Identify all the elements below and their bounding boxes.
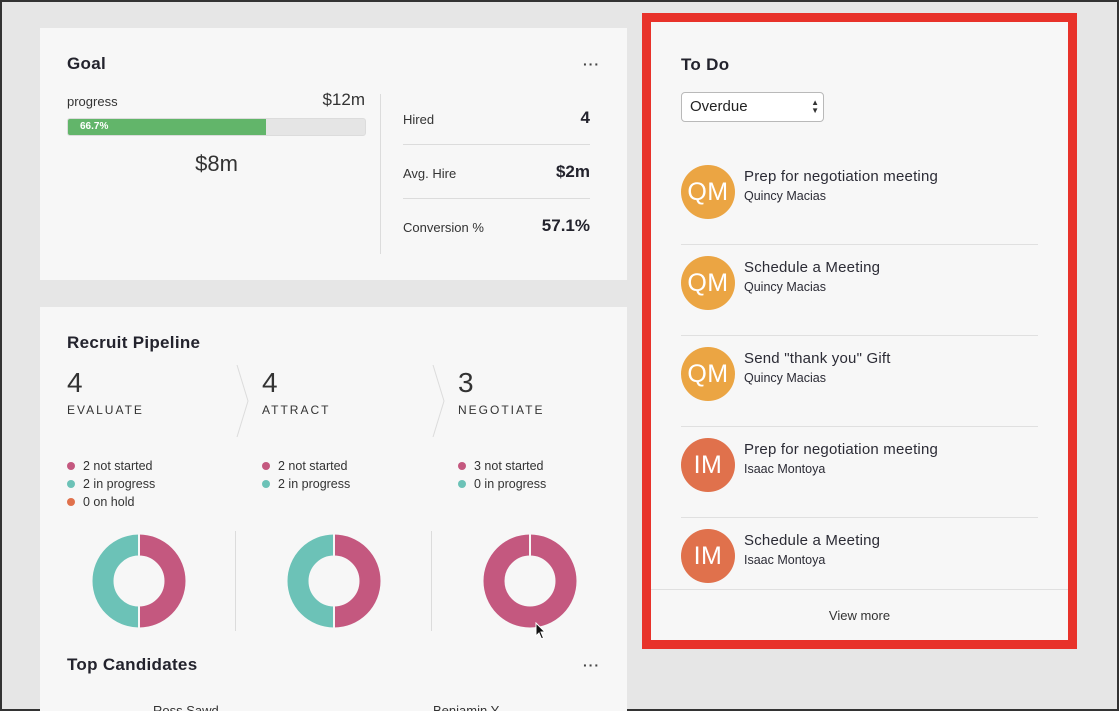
legend-item: 2 in progress	[262, 475, 350, 493]
todo-item[interactable]: QM Schedule a Meeting Quincy Macias	[681, 245, 1038, 336]
stage-attract[interactable]: 4 ATTRACT	[262, 367, 452, 417]
stage-name: NEGOTIATE	[458, 403, 545, 417]
todo-footer: View more	[651, 589, 1068, 640]
legend-text: 2 not started	[83, 459, 153, 473]
todo-task: Send "thank you" Gift	[744, 350, 891, 367]
todo-item[interactable]: IM Prep for negotiation meeting Isaac Mo…	[681, 427, 1038, 518]
column-divider	[235, 531, 236, 631]
todo-task: Prep for negotiation meeting	[744, 441, 939, 458]
stat-hired: Hired 4	[403, 91, 590, 145]
todo-card: To Do Overdue ▲ ▼ QM Prep for negotiation…	[642, 13, 1077, 649]
todo-title: To Do	[681, 55, 730, 74]
in-progress-dot-icon	[262, 480, 270, 488]
legend-text: 0 in progress	[474, 477, 547, 491]
stage-evaluate[interactable]: 4 EVALUATE	[67, 367, 257, 417]
progress-percent: 66.7%	[80, 121, 109, 132]
todo-task: Prep for negotiation meeting	[744, 168, 939, 185]
donut-negotiate[interactable]	[482, 533, 578, 629]
stage-count: 3	[458, 367, 474, 398]
todo-item[interactable]: IM Schedule a Meeting Isaac Montoya	[681, 518, 1038, 609]
mouse-cursor-icon	[535, 622, 547, 640]
todo-task: Schedule a Meeting	[744, 532, 881, 549]
progress-target: $12m	[322, 90, 365, 109]
avatar: IM	[681, 529, 735, 583]
stat-value: 4	[580, 108, 590, 127]
stat-label: Hired	[403, 112, 435, 127]
legend-text: 2 in progress	[278, 477, 351, 491]
stage-count: 4	[262, 367, 278, 398]
legend-attract: 2 not started 2 in progress	[262, 457, 350, 493]
todo-person: Isaac Montoya	[744, 462, 826, 476]
goal-card: Goal ··· progress $12m 66.7% $8m Hired 4…	[40, 28, 627, 280]
stage-chevron-icon	[236, 365, 249, 437]
not-started-dot-icon	[262, 462, 270, 470]
donut-attract[interactable]	[286, 533, 382, 629]
in-progress-dot-icon	[458, 480, 466, 488]
legend-item: 0 on hold	[67, 493, 155, 511]
legend-item: 3 not started	[458, 457, 546, 475]
in-progress-dot-icon	[67, 480, 75, 488]
goal-more-menu-icon[interactable]: ···	[583, 56, 600, 72]
legend-evaluate: 2 not started 2 in progress 0 on hold	[67, 457, 155, 511]
todo-task: Schedule a Meeting	[744, 259, 881, 276]
progress-bar-fill: 66.7%	[68, 119, 267, 135]
donut-segment-not-started	[483, 534, 577, 628]
column-divider	[431, 531, 432, 631]
legend-text: 2 in progress	[83, 477, 156, 491]
goal-divider	[380, 94, 381, 254]
todo-filter-select[interactable]: Overdue ▲ ▼	[681, 92, 824, 122]
todo-person: Quincy Macias	[744, 371, 826, 385]
todo-person: Quincy Macias	[744, 280, 826, 294]
goal-title: Goal	[67, 54, 106, 73]
stat-value: $2m	[555, 162, 590, 181]
todo-person: Quincy Macias	[744, 189, 826, 203]
progress-bar: 66.7%	[67, 118, 366, 136]
stage-count: 4	[67, 367, 83, 398]
legend-item: 2 not started	[262, 457, 350, 475]
progress-current-value: $8m	[195, 151, 238, 176]
stat-conversion: Conversion % 57.1%	[403, 199, 590, 253]
progress-label: progress	[67, 94, 118, 109]
stage-negotiate[interactable]: 3 NEGOTIATE	[458, 367, 648, 417]
avatar: IM	[681, 438, 735, 492]
on-hold-dot-icon	[67, 498, 75, 506]
todo-filter-value: Overdue	[690, 98, 748, 115]
stat-avg-hire: Avg. Hire $2m	[403, 145, 590, 199]
select-arrows-icon: ▲ ▼	[811, 98, 819, 115]
pipeline-title: Recruit Pipeline	[67, 333, 201, 352]
stat-label: Conversion %	[403, 220, 484, 235]
legend-item: 2 in progress	[67, 475, 155, 493]
avatar: QM	[681, 347, 735, 401]
todo-item[interactable]: QM Send "thank you" Gift Quincy Macias	[681, 336, 1038, 427]
legend-item: 2 not started	[67, 457, 155, 475]
legend-text: 0 on hold	[83, 495, 135, 509]
stat-label: Avg. Hire	[403, 166, 457, 181]
stage-name: EVALUATE	[67, 403, 144, 417]
avatar: QM	[681, 165, 735, 219]
not-started-dot-icon	[458, 462, 466, 470]
legend-text: 3 not started	[474, 459, 544, 473]
legend-negotiate: 3 not started 0 in progress	[458, 457, 546, 493]
not-started-dot-icon	[67, 462, 75, 470]
view-more-link[interactable]: View more	[828, 608, 891, 623]
top-candidates-more-menu-icon[interactable]: ···	[583, 657, 600, 673]
top-candidates-title: Top Candidates	[67, 655, 198, 674]
candidate-name-partial[interactable]: Benjamin Y	[433, 703, 500, 711]
stat-value: 57.1%	[541, 216, 590, 235]
donut-evaluate[interactable]	[91, 533, 187, 629]
todo-person: Isaac Montoya	[744, 553, 826, 567]
legend-text: 2 not started	[278, 459, 348, 473]
todo-item[interactable]: QM Prep for negotiation meeting Quincy M…	[681, 154, 1038, 245]
legend-item: 0 in progress	[458, 475, 546, 493]
candidate-name-partial[interactable]: Ross Sawd	[153, 703, 219, 711]
avatar: QM	[681, 256, 735, 310]
stage-name: ATTRACT	[262, 403, 331, 417]
stage-chevron-icon	[432, 365, 445, 437]
recruit-pipeline-card: Recruit Pipeline 4 EVALUATE 4 ATTRACT 3 …	[40, 307, 627, 711]
